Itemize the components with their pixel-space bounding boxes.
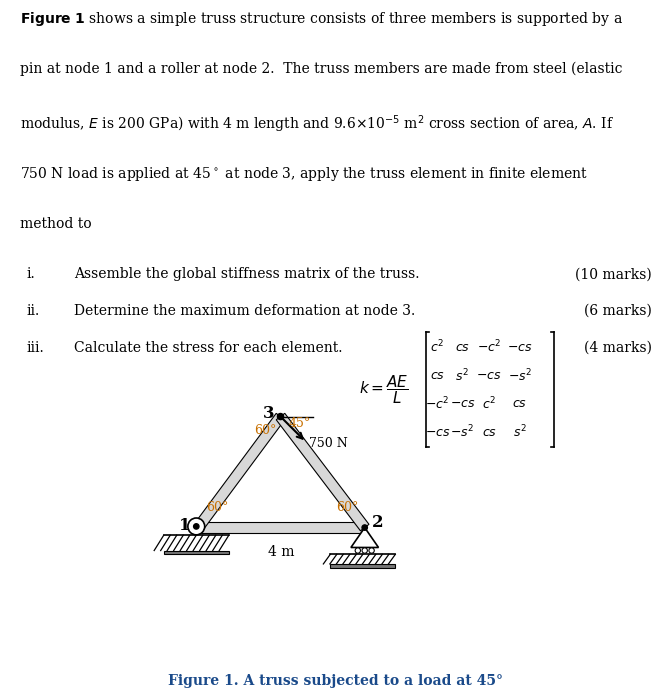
Text: $s^2$: $s^2$ [456,367,469,384]
Text: $c^2$: $c^2$ [482,395,496,412]
Bar [330,564,395,568]
Text: 60°: 60° [206,502,229,514]
Polygon shape [194,413,285,531]
Text: $cs$: $cs$ [430,370,445,383]
Bar [164,551,228,554]
Text: $-s^2$: $-s^2$ [507,367,532,384]
Text: 750 N: 750 N [309,437,348,450]
Text: 60°: 60° [336,502,358,514]
Text: 2: 2 [372,514,383,532]
Text: $cs$: $cs$ [512,397,528,410]
Circle shape [355,548,360,553]
Text: (10 marks): (10 marks) [575,267,652,281]
Text: (6 marks): (6 marks) [584,304,652,318]
Text: $cs$: $cs$ [455,341,470,354]
Circle shape [362,525,368,530]
Text: 45°: 45° [288,418,310,430]
Text: 4 m: 4 m [268,546,295,560]
Text: ii.: ii. [27,304,40,318]
Text: $-cs$: $-cs$ [450,397,475,410]
Text: $c^2$: $c^2$ [430,339,444,356]
Text: modulus, $E$ is 200 GPa) with 4 m length and 9.6$\times$10$^{-5}$ m$^2$ cross se: modulus, $E$ is 200 GPa) with 4 m length… [20,113,614,135]
Text: $s^2$: $s^2$ [513,424,527,441]
Text: 1: 1 [179,517,191,534]
Text: (4 marks): (4 marks) [584,341,652,355]
Text: iii.: iii. [27,341,44,355]
Text: Calculate the stress for each element.: Calculate the stress for each element. [74,341,343,355]
Text: $-c^2$: $-c^2$ [425,395,450,412]
Circle shape [278,413,284,420]
Circle shape [369,548,374,553]
Text: $cs$: $cs$ [482,426,497,438]
Text: 60°: 60° [255,424,277,437]
Text: Assemble the global stiffness matrix of the truss.: Assemble the global stiffness matrix of … [74,267,419,281]
Text: method to: method to [20,217,92,231]
Polygon shape [276,413,369,531]
Text: pin at node 1 and a roller at node 2.  The truss members are made from steel (el: pin at node 1 and a roller at node 2. Th… [20,62,623,76]
Text: Determine the maximum deformation at node 3.: Determine the maximum deformation at nod… [74,304,415,318]
Polygon shape [351,528,378,548]
Circle shape [188,518,205,535]
Polygon shape [198,522,365,533]
Text: $k = \dfrac{AE}{L}$: $k = \dfrac{AE}{L}$ [359,373,409,406]
Text: i.: i. [27,267,36,281]
Text: $-s^2$: $-s^2$ [450,424,474,441]
Text: $-cs$: $-cs$ [507,341,532,354]
Text: $-cs$: $-cs$ [425,426,450,438]
Text: 750 N load is applied at 45$^\circ$ at node 3, apply the truss element in finite: 750 N load is applied at 45$^\circ$ at n… [20,166,588,183]
Text: $-cs$: $-cs$ [476,370,502,383]
Text: $\mathbf{Figure\ 1}$ shows a simple truss structure consists of three members is: $\mathbf{Figure\ 1}$ shows a simple trus… [20,10,623,28]
Circle shape [194,524,199,529]
Text: 3: 3 [263,405,275,422]
Circle shape [362,548,368,553]
Text: $-c^2$: $-c^2$ [477,339,501,356]
Text: Figure 1. A truss subjected to a load at 45°: Figure 1. A truss subjected to a load at… [169,674,503,688]
